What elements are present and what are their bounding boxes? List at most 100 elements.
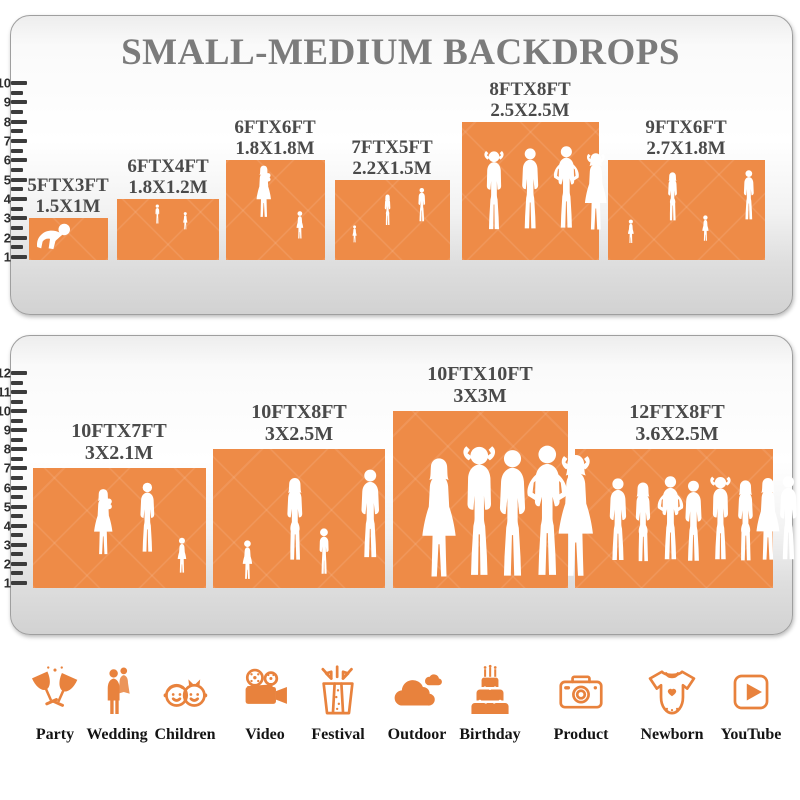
scale-number: 10 — [0, 75, 11, 91]
scale-number: 6 — [3, 480, 11, 496]
category-label: Video — [245, 726, 285, 743]
scale-number: 11 — [0, 384, 11, 400]
silhouette-man — [609, 478, 627, 560]
scale-tick-major — [11, 581, 27, 585]
category-label: YouTube — [720, 726, 782, 743]
silhouette-boy — [155, 204, 160, 224]
silhouette-manhips — [527, 445, 568, 575]
backdrop-bar-6x6 — [226, 160, 325, 260]
silhouette-woman — [384, 194, 391, 226]
scale-number: 1 — [3, 249, 11, 265]
category-label: Birthday — [459, 726, 521, 743]
page-title: SMALL-MEDIUM BACKDROPS — [121, 32, 680, 73]
scale-tick-major — [11, 390, 27, 395]
scale-tick-major — [11, 235, 27, 240]
gift-box-icon — [321, 665, 354, 715]
scale-tick-minor — [11, 168, 23, 172]
category-label: Wedding — [86, 726, 148, 743]
bar-label-12x8: 12FTX8FT 3.6X2.5M — [629, 401, 725, 445]
category-wedding: Wedding — [62, 664, 172, 744]
scale-number: 7 — [3, 460, 11, 476]
bar-label-8x8: 8FTX8FT 2.5X2.5M — [489, 79, 571, 121]
scale-number: 4 — [3, 191, 11, 207]
silhouette-girl — [183, 212, 188, 230]
silhouette-girl — [177, 537, 187, 573]
category-label: Product — [553, 726, 609, 743]
bar-label-7x5: 7FTX5FT 2.2X1.5M — [351, 137, 433, 179]
scale-tick-minor — [11, 148, 23, 153]
category-birthday: Birthday — [435, 664, 545, 744]
scale-tick-major — [11, 409, 27, 414]
scale-number: 8 — [3, 114, 11, 130]
category-festival: Festival — [283, 664, 393, 744]
silhouette-manup — [463, 446, 496, 575]
scale-tick-major — [11, 216, 27, 221]
birthday-cake-icon — [471, 664, 509, 714]
scale-tick-minor — [11, 129, 23, 134]
bar-label-9x6: 9FTX6FT 2.7X1.8M — [645, 117, 727, 159]
scale-tick-major — [11, 100, 27, 105]
silhouette-girl — [242, 540, 253, 579]
scale-tick-minor — [11, 418, 23, 423]
backdrop-bar-5x3 — [29, 218, 108, 260]
silhouette-baby — [36, 223, 70, 250]
scale-tick-major — [11, 504, 27, 509]
scale-tick-minor — [11, 552, 23, 557]
scale-number: 2 — [3, 230, 11, 246]
baby-onesie-icon — [648, 670, 696, 715]
scale-tick-minor — [11, 90, 23, 95]
silhouette-womanbaby — [94, 489, 113, 555]
children-faces-icon — [163, 679, 208, 707]
scale-tick-minor — [11, 245, 23, 250]
party-glasses-icon — [31, 666, 78, 707]
backdrop-bar-8x8 — [462, 122, 607, 260]
scale-tick-major — [11, 139, 27, 144]
silhouette-girl — [702, 215, 709, 241]
scale-tick-major — [11, 81, 27, 86]
scale-number: 2 — [3, 556, 11, 572]
scale-tick-minor — [11, 456, 23, 461]
category-label: Children — [154, 726, 216, 743]
scale-tick-minor — [11, 476, 23, 480]
backdrop-bar-10x7 — [33, 468, 206, 588]
scale-number: 8 — [3, 441, 11, 457]
category-label: Outdoor — [387, 726, 447, 743]
scale-number: 3 — [3, 537, 11, 553]
scale-number: 1 — [3, 575, 11, 591]
photo-camera-icon — [559, 675, 603, 709]
scale-tick-minor — [11, 187, 23, 192]
scale-tick-major — [11, 466, 27, 471]
scale-number: 12 — [0, 365, 11, 381]
scale-tick-major — [11, 447, 27, 452]
scale-tick-minor — [11, 110, 23, 115]
silhouette-manhips — [657, 476, 684, 560]
scale-tick-major — [11, 542, 27, 547]
scale-tick-minor — [11, 514, 23, 519]
scale-tick-major — [11, 119, 27, 124]
silhouette-woman — [738, 480, 753, 561]
scale-tick-major — [11, 255, 27, 259]
silhouette-womandress — [422, 458, 456, 577]
bar-label-10x8: 10FTX8FT 3X2.5M — [251, 401, 347, 445]
silhouette-boy — [319, 528, 329, 574]
silhouette-man — [418, 187, 426, 222]
category-video: Video — [210, 664, 320, 744]
scale-tick-minor — [11, 571, 23, 576]
silhouette-girl — [296, 211, 304, 239]
silhouette-manhips — [553, 146, 579, 228]
scale-tick-major — [11, 158, 27, 163]
scale-tick-minor — [11, 533, 23, 538]
scale-tick-minor — [11, 206, 23, 211]
scale-number: 7 — [3, 133, 11, 149]
video-camera-icon — [245, 668, 287, 704]
silhouette-man — [140, 482, 155, 552]
bar-label-10x7: 10FTX7FT 3X2.1M — [71, 420, 167, 464]
scale-tick-minor — [11, 495, 23, 500]
scale-tick-minor — [11, 226, 23, 230]
backdrop-bar-12x8 — [575, 449, 797, 588]
bar-label-6x4: 6FTX4FT 1.8X1.2M — [127, 156, 209, 198]
scale-tick-major — [11, 485, 27, 490]
scale-number: 9 — [3, 422, 11, 438]
scale-tick-major — [11, 197, 27, 201]
